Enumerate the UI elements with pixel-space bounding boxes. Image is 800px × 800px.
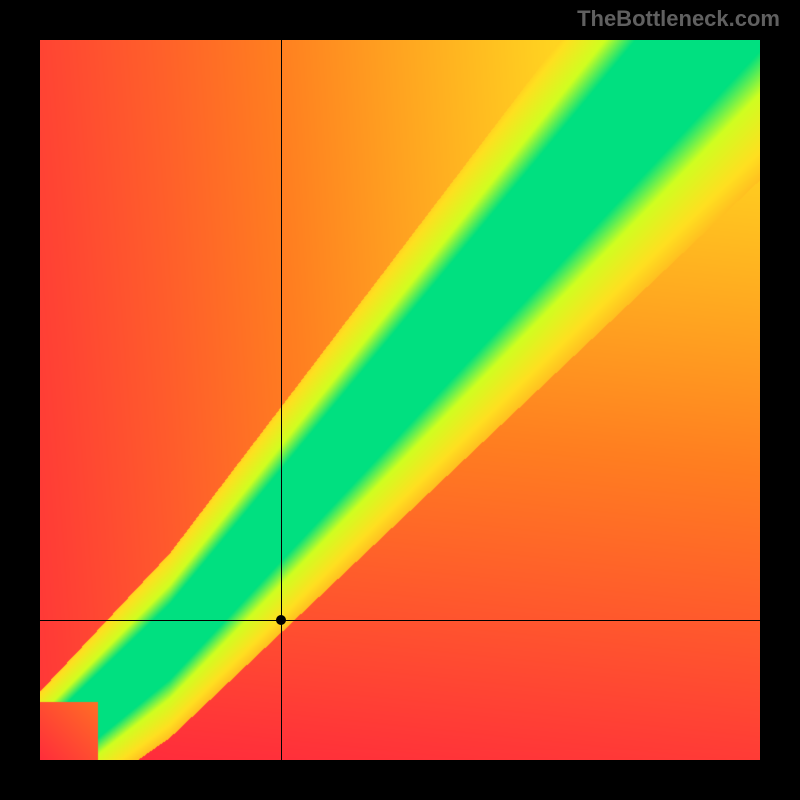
watermark-text: TheBottleneck.com (577, 6, 780, 32)
heatmap-canvas (40, 40, 760, 760)
marker-dot (276, 615, 286, 625)
chart-container: TheBottleneck.com (0, 0, 800, 800)
crosshair-vertical (281, 40, 282, 760)
crosshair-horizontal (40, 620, 760, 621)
plot-area (40, 40, 760, 760)
